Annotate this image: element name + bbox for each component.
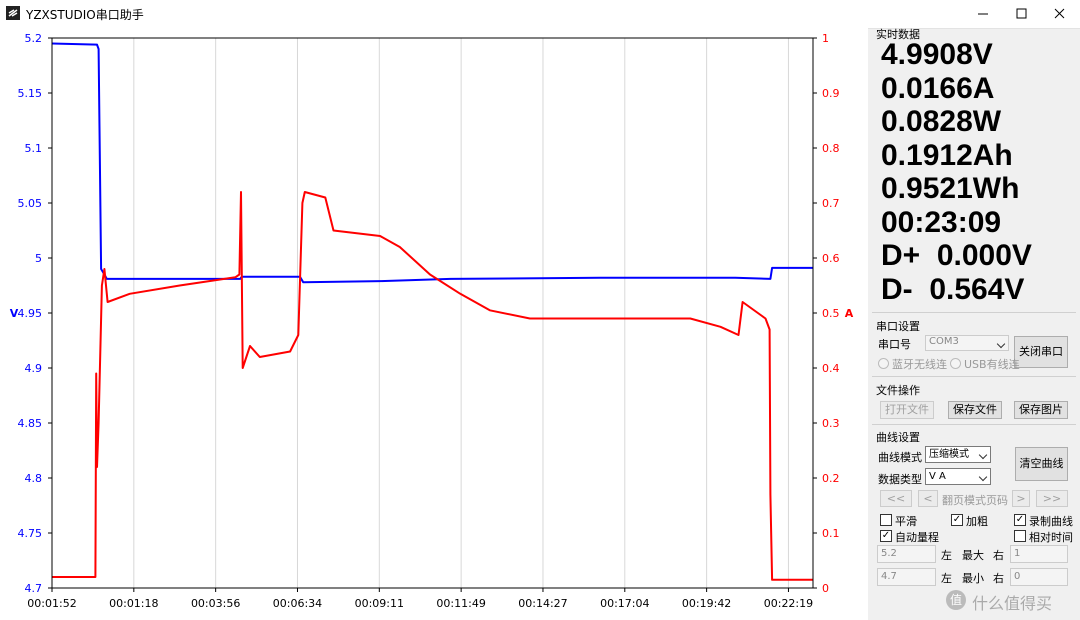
y-axis-label: V bbox=[10, 307, 19, 320]
y-tick-label: 5.2 bbox=[25, 32, 43, 45]
section-title: 串口设置 bbox=[876, 320, 920, 333]
y-tick-label: 4.75 bbox=[18, 527, 43, 540]
y2-tick-label: 0.5 bbox=[822, 307, 840, 320]
label: 最小 bbox=[962, 572, 984, 585]
last-page-button[interactable]: >> bbox=[1036, 490, 1068, 507]
app-icon bbox=[6, 6, 20, 20]
save-file-button[interactable]: 保存文件 bbox=[948, 401, 1002, 419]
x-tick-label: 00:11:49 bbox=[436, 597, 485, 610]
label: 曲线模式 bbox=[878, 451, 922, 464]
close-port-button[interactable]: 关闭串口 bbox=[1014, 336, 1068, 368]
section-title: 曲线设置 bbox=[876, 431, 920, 444]
clear-curve-button[interactable]: 清空曲线 bbox=[1015, 447, 1068, 481]
checkbox-label[interactable]: 录制曲线 bbox=[1029, 515, 1073, 528]
page-label: 翻页模式页码 bbox=[942, 494, 1008, 507]
label: 左 bbox=[941, 549, 952, 562]
title-bar: YZXSTUDIO串口助手 bbox=[0, 0, 1080, 29]
x-tick-label: 00:03:56 bbox=[191, 597, 240, 610]
side-panel: 实时数据 4.9908V 0.0166A 0.0828W 0.1912Ah 0.9521… bbox=[868, 28, 1080, 620]
x-tick-label: 00:01:52 bbox=[27, 597, 76, 610]
window-controls[interactable] bbox=[960, 0, 1080, 28]
chart: 00:01:52 00:01:18 00:03:56 00:06:34 00:09:11… bbox=[0, 28, 868, 620]
min-left-input[interactable]: 4.7 bbox=[877, 568, 936, 586]
plot-frame bbox=[51, 37, 814, 589]
reading: 0.9521Wh bbox=[881, 172, 1020, 205]
first-page-button[interactable]: << bbox=[880, 490, 912, 507]
reading: 0.0166A bbox=[881, 71, 995, 105]
y2-axis-label: A bbox=[845, 307, 854, 320]
checkbox[interactable]: ✓ bbox=[880, 530, 892, 542]
checkbox-label[interactable]: 平滑 bbox=[895, 515, 917, 528]
x-tick-label: 00:22:19 bbox=[764, 597, 813, 610]
y-tick-label: 4.9 bbox=[25, 362, 43, 375]
x-tick-label: 00:14:27 bbox=[518, 597, 567, 610]
x-tick-label: 00:17:04 bbox=[600, 597, 649, 610]
min-right-input[interactable]: 0 bbox=[1010, 568, 1068, 586]
label: 右 bbox=[993, 572, 1004, 585]
y2-tick-label: 0.4 bbox=[822, 362, 840, 375]
y2-tick-label: 0.3 bbox=[822, 417, 840, 430]
y2-tick-label: 0.1 bbox=[822, 527, 840, 540]
mode-select[interactable]: 压缩模式 bbox=[925, 446, 991, 463]
checkbox[interactable] bbox=[1014, 530, 1026, 542]
label: 右 bbox=[993, 549, 1004, 562]
watermark-icon: 值 bbox=[946, 590, 966, 610]
y2-tick-label: 0.2 bbox=[822, 472, 840, 485]
x-tick-label: 00:06:34 bbox=[273, 597, 322, 610]
window-title: YZXSTUDIO串口助手 bbox=[26, 8, 144, 22]
checkbox[interactable]: ✓ bbox=[951, 514, 963, 526]
label: 串口号 bbox=[878, 338, 911, 351]
y-tick-label: 5.15 bbox=[18, 87, 43, 100]
series-line bbox=[52, 191, 813, 581]
reading: 4.9908V bbox=[881, 38, 993, 71]
x-tick-label: 00:01:18 bbox=[109, 597, 158, 610]
save-image-button[interactable]: 保存图片 bbox=[1014, 401, 1068, 419]
y2-tick-label: 0.6 bbox=[822, 252, 840, 265]
next-page-button[interactable]: > bbox=[1012, 490, 1030, 507]
y-tick-label: 4.8 bbox=[25, 472, 43, 485]
reading: 0.1912Ah bbox=[881, 138, 1013, 172]
label: 左 bbox=[941, 572, 952, 585]
radio-label[interactable]: 蓝牙无线连 bbox=[892, 358, 947, 371]
y-tick-label: 5.1 bbox=[25, 142, 43, 155]
reading: D- 0.564V bbox=[881, 272, 1025, 306]
checkbox-label[interactable]: 相对时间 bbox=[1029, 531, 1073, 544]
y-tick-label: 5.05 bbox=[18, 197, 43, 210]
y-tick-label: 5 bbox=[35, 252, 42, 265]
y2-tick-label: 0.9 bbox=[822, 87, 840, 100]
port-select[interactable]: COM3 bbox=[925, 335, 1009, 351]
section-title: 实时数据 bbox=[876, 28, 920, 41]
max-right-input[interactable]: 1 bbox=[1010, 545, 1068, 563]
x-tick-label: 00:19:42 bbox=[682, 597, 731, 610]
y2-tick-label: 0 bbox=[822, 582, 829, 595]
label: 最大 bbox=[962, 549, 984, 562]
reading: 0.0828W bbox=[881, 105, 1002, 138]
radio-label[interactable]: USB有线连 bbox=[964, 358, 1020, 371]
y-tick-label: 4.7 bbox=[25, 582, 43, 595]
checkbox-label[interactable]: 自动量程 bbox=[895, 531, 939, 544]
label: 数据类型 bbox=[878, 473, 922, 486]
prev-page-button[interactable]: < bbox=[918, 490, 938, 507]
y2-tick-label: 1 bbox=[822, 32, 829, 45]
y2-tick-label: 0.7 bbox=[822, 197, 840, 210]
section-title: 文件操作 bbox=[876, 384, 920, 397]
checkbox[interactable] bbox=[880, 514, 892, 526]
checkbox-label[interactable]: 加粗 bbox=[966, 515, 988, 528]
y2-tick-label: 0.8 bbox=[822, 142, 840, 155]
max-left-input[interactable]: 5.2 bbox=[877, 545, 936, 563]
reading: D+ 0.000V bbox=[881, 239, 1032, 272]
checkbox[interactable]: ✓ bbox=[1014, 514, 1026, 526]
y-tick-label: 4.85 bbox=[18, 417, 43, 430]
reading: 00:23:09 bbox=[881, 205, 1002, 239]
x-tick-label: 00:09:11 bbox=[355, 597, 404, 610]
open-file-button[interactable]: 打开文件 bbox=[880, 401, 934, 419]
y-tick-label: 4.95 bbox=[18, 307, 43, 320]
type-select[interactable]: V A bbox=[925, 468, 991, 485]
watermark: 什么值得买 bbox=[972, 594, 1053, 613]
